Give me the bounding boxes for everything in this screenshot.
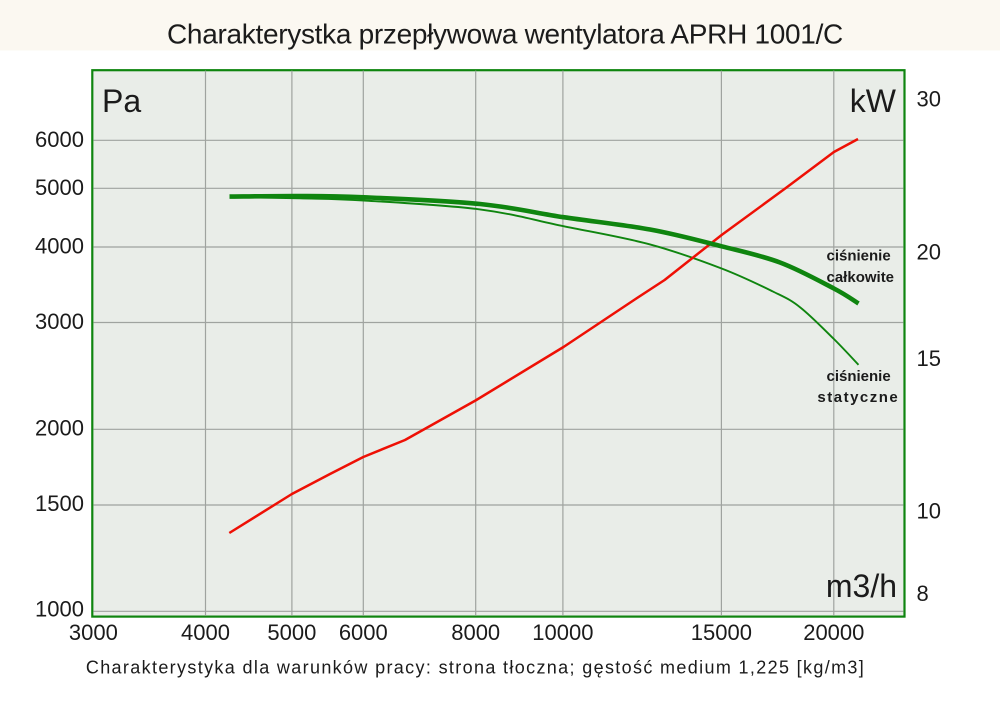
- svg-text:m3/h: m3/h: [826, 568, 897, 604]
- svg-text:ciśnienie: ciśnienie: [827, 368, 891, 385]
- svg-text:8: 8: [917, 581, 929, 606]
- svg-text:całkowite: całkowite: [827, 269, 895, 286]
- svg-text:15: 15: [917, 346, 941, 371]
- svg-text:5000: 5000: [35, 175, 84, 200]
- svg-text:3000: 3000: [35, 309, 84, 334]
- svg-text:statyczne: statyczne: [817, 389, 899, 406]
- svg-text:2000: 2000: [35, 415, 84, 440]
- svg-text:Pa: Pa: [102, 83, 141, 119]
- svg-text:15000: 15000: [691, 620, 752, 645]
- svg-text:kW: kW: [850, 83, 897, 119]
- svg-text:3000: 3000: [69, 620, 118, 645]
- svg-text:4000: 4000: [181, 620, 230, 645]
- svg-text:30: 30: [917, 86, 941, 111]
- svg-text:20000: 20000: [803, 620, 864, 645]
- svg-text:20: 20: [917, 239, 941, 264]
- svg-text:4000: 4000: [35, 234, 84, 259]
- svg-text:1500: 1500: [35, 491, 84, 516]
- svg-text:8000: 8000: [451, 620, 500, 645]
- svg-text:10000: 10000: [532, 620, 593, 645]
- svg-text:6000: 6000: [339, 620, 388, 645]
- svg-text:1000: 1000: [35, 597, 84, 622]
- svg-text:6000: 6000: [35, 127, 84, 152]
- svg-text:Charakterystyka dla warunków p: Charakterystyka dla warunków pracy: stro…: [86, 658, 865, 678]
- svg-text:Charakterystka przepływowa wen: Charakterystka przepływowa wentylatora A…: [167, 19, 843, 50]
- svg-text:5000: 5000: [267, 620, 316, 645]
- svg-text:ciśnienie: ciśnienie: [827, 248, 891, 265]
- svg-text:10: 10: [917, 498, 941, 523]
